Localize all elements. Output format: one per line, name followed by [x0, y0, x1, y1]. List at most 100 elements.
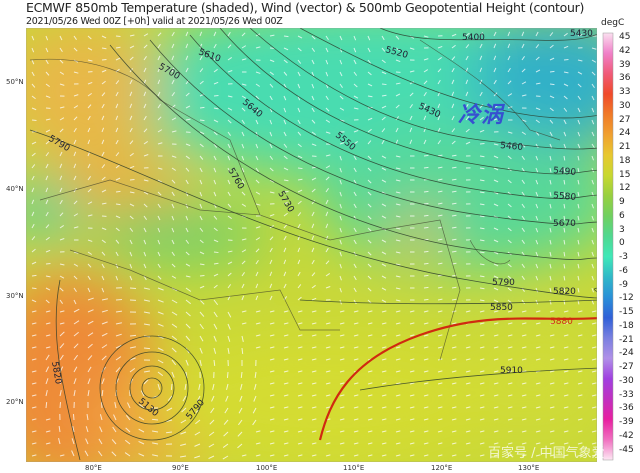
wind-vector: [252, 419, 257, 426]
wind-vector: [577, 346, 583, 349]
wind-vector: [241, 45, 247, 49]
wind-vector: [591, 418, 597, 421]
wind-vector: [381, 299, 387, 303]
wind-vector: [143, 128, 148, 133]
wind-vector: [213, 262, 219, 265]
wind-vector: [171, 227, 175, 233]
wind-vector: [451, 190, 457, 193]
wind-vector: [395, 239, 401, 242]
wind-vector: [171, 167, 177, 171]
wind-vector: [283, 59, 288, 64]
wind-vector: [283, 190, 289, 193]
wind-vector: [45, 334, 51, 337]
wind-vector: [381, 94, 387, 97]
wind-vector: [283, 334, 289, 337]
wind-vector: [437, 334, 443, 337]
wind-vector: [87, 251, 93, 255]
wind-vector: [353, 35, 357, 41]
wind-vector: [535, 310, 541, 313]
wind-vector: [591, 310, 597, 313]
chart-title: ECMWF 850mb Temperature (shaded), Wind (…: [26, 0, 585, 15]
wind-vector: [241, 119, 245, 125]
wind-vector: [45, 118, 51, 121]
wind-vector: [297, 47, 302, 52]
wind-vector: [549, 370, 555, 373]
wind-vector: [549, 119, 554, 124]
wind-vector: [423, 91, 427, 97]
wind-vector: [73, 226, 79, 229]
wind-vector: [339, 227, 342, 233]
wind-vector: [325, 430, 331, 433]
wind-vector: [45, 299, 50, 304]
wind-vector: [269, 259, 273, 265]
wind-vector: [381, 454, 387, 457]
wind-vector: [507, 346, 513, 349]
wind-vector: [255, 334, 261, 337]
wind-vector: [101, 92, 106, 97]
wind-vector: [227, 179, 231, 185]
wind-vector: [227, 44, 232, 49]
wind-vector: [241, 310, 247, 313]
wind-vector: [143, 311, 150, 314]
wind-vector: [395, 47, 400, 52]
wind-vector: [423, 202, 429, 205]
wind-vector: [549, 430, 555, 433]
wind-vector: [101, 332, 108, 337]
wind-vector: [125, 427, 131, 433]
wind-vector: [563, 155, 566, 161]
wind-vector: [535, 227, 539, 233]
wind-vector: [493, 227, 499, 231]
wind-vector: [73, 251, 79, 254]
wind-vector: [115, 367, 121, 373]
wind-vector: [241, 58, 247, 61]
wind-vector: [423, 430, 429, 433]
wind-vector: [71, 438, 75, 445]
wind-vector: [339, 119, 345, 122]
wind-vector: [87, 309, 94, 313]
wind-vector: [521, 454, 527, 457]
wind-vector: [72, 413, 75, 421]
wind-vector: [297, 296, 302, 301]
wind-vector: [409, 442, 415, 445]
wind-vector: [479, 155, 485, 158]
wind-vector: [283, 382, 289, 385]
wind-vector: [381, 35, 385, 41]
colorbar-tick-label: -45: [619, 444, 634, 455]
wind-vector: [115, 333, 122, 337]
wind-vector: [45, 95, 51, 99]
wind-vector: [367, 71, 372, 76]
wind-vector: [213, 43, 217, 49]
wind-vector: [549, 346, 555, 349]
wind-vector: [157, 227, 161, 233]
wind-vector: [535, 251, 539, 257]
wind-vector: [493, 263, 499, 267]
wind-vector: [493, 382, 499, 385]
wind-vector: [283, 247, 287, 253]
wind-vector: [73, 320, 80, 325]
wind-vector: [577, 275, 580, 281]
wind-vector: [227, 323, 231, 330]
wind-vector: [549, 191, 552, 197]
wind-vector: [549, 131, 553, 137]
wind-vector: [87, 332, 94, 337]
wind-vector: [451, 250, 457, 253]
wind-vector: [465, 79, 469, 85]
wind-vector: [227, 107, 233, 111]
wind-vector: [367, 83, 373, 87]
wind-vector: [115, 275, 119, 281]
wind-vector: [213, 155, 217, 161]
wind-vector: [339, 107, 345, 111]
wind-vector: [395, 346, 401, 349]
wind-vector: [591, 203, 594, 209]
wind-vector: [194, 443, 201, 447]
wind-vector: [521, 430, 527, 433]
wind-vector: [199, 55, 203, 61]
wind-vector: [353, 442, 359, 445]
wind-vector: [45, 83, 50, 88]
wind-vector: [45, 418, 51, 421]
wind-vector: [241, 143, 245, 149]
wind-vector: [227, 70, 233, 73]
wind-vector: [339, 346, 345, 349]
wind-vector: [353, 107, 359, 110]
wind-vector: [157, 323, 164, 327]
